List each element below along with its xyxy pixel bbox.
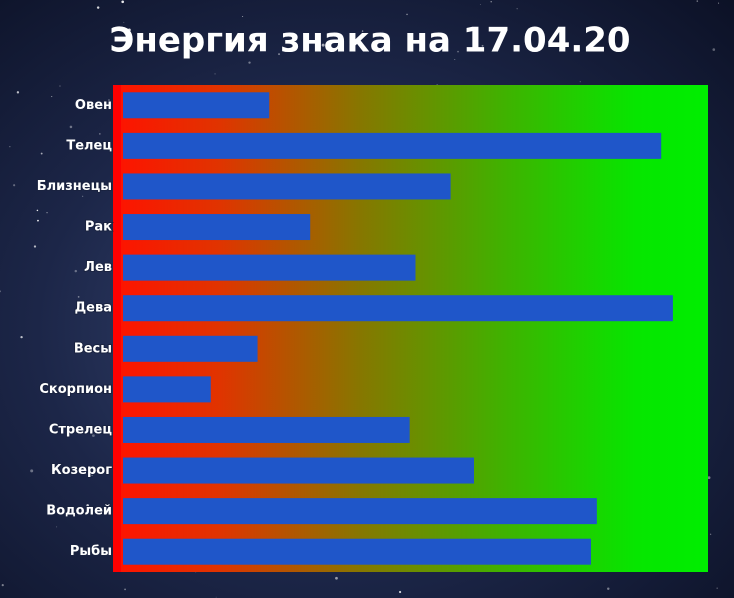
star — [707, 476, 711, 480]
bar — [123, 416, 410, 443]
star — [33, 245, 37, 248]
star — [82, 195, 84, 197]
y-tick-label: Овен — [75, 98, 112, 113]
star — [13, 184, 16, 187]
star — [579, 81, 581, 83]
star — [121, 0, 125, 4]
star — [108, 99, 110, 101]
bar — [123, 295, 673, 322]
star — [86, 504, 89, 507]
y-tick-label: Рак — [85, 220, 112, 235]
bar — [123, 254, 416, 281]
y-tick-label: Стрелец — [49, 422, 113, 437]
plot-area — [113, 85, 708, 572]
y-tick-label: Лев — [84, 260, 112, 275]
y-tick-label: Телец — [66, 138, 112, 153]
star — [30, 469, 34, 473]
bar — [123, 132, 662, 159]
star — [718, 2, 720, 4]
star — [716, 587, 718, 589]
star — [398, 590, 402, 594]
y-tick-label: Скорпион — [39, 382, 112, 397]
star — [74, 269, 78, 273]
star — [9, 146, 11, 148]
star — [124, 588, 126, 591]
star — [56, 526, 58, 528]
bar — [123, 214, 311, 241]
chart-title: Энергия знака на 17.04.20 — [109, 21, 630, 61]
plot-edge — [113, 85, 121, 572]
star — [457, 50, 459, 53]
star — [278, 53, 281, 56]
star — [90, 472, 94, 476]
bar — [123, 173, 451, 200]
star — [479, 4, 481, 6]
star — [215, 596, 217, 598]
bar — [123, 92, 270, 119]
star — [92, 434, 95, 437]
star — [709, 533, 712, 535]
bar — [123, 457, 474, 484]
bar — [123, 498, 597, 525]
y-tick-label: Рыбы — [70, 544, 112, 559]
star — [16, 91, 20, 94]
star — [59, 85, 61, 87]
y-tick-label: Весы — [74, 341, 112, 356]
star — [1, 584, 4, 587]
star — [406, 13, 408, 16]
star — [214, 73, 216, 75]
y-tick-label: Близнецы — [37, 179, 112, 194]
star — [248, 61, 251, 64]
star — [77, 295, 80, 298]
star — [87, 264, 91, 268]
star — [321, 43, 325, 47]
star — [36, 209, 39, 212]
star — [0, 290, 2, 293]
bar — [123, 376, 211, 403]
star — [40, 152, 43, 155]
star — [712, 48, 716, 51]
star — [98, 132, 101, 135]
star — [454, 58, 456, 60]
star — [335, 576, 338, 580]
bar — [123, 538, 591, 565]
bar — [123, 335, 258, 362]
star — [96, 6, 100, 9]
star — [123, 21, 125, 23]
star — [242, 15, 244, 17]
star — [361, 30, 364, 32]
star — [69, 125, 73, 129]
y-tick-label: Водолей — [46, 504, 112, 519]
star — [51, 96, 53, 98]
star — [87, 184, 89, 187]
y-tick-label: Дева — [75, 301, 112, 316]
star — [127, 28, 131, 32]
star — [97, 431, 100, 434]
star — [37, 219, 39, 222]
star — [481, 44, 484, 47]
star — [607, 587, 610, 590]
star — [46, 212, 48, 214]
star — [20, 335, 23, 339]
star — [516, 8, 518, 10]
star — [696, 0, 699, 2]
star — [490, 1, 492, 3]
y-tick-label: Козерог — [51, 463, 112, 478]
